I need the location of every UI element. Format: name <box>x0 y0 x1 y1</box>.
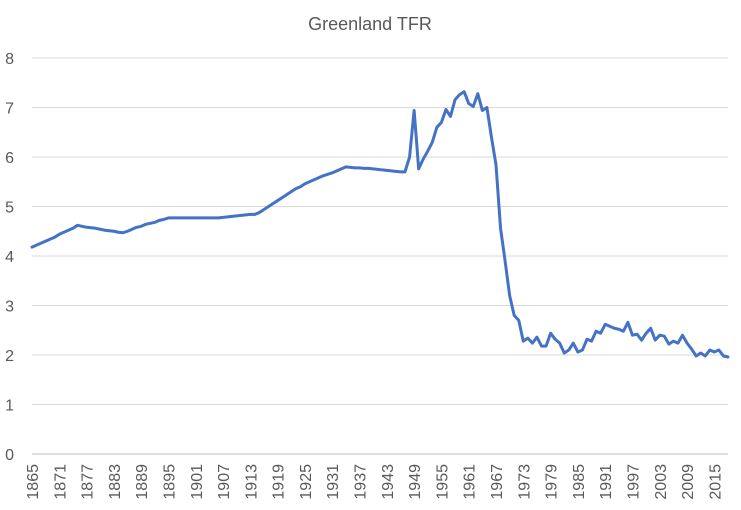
x-tick-label: 1877 <box>80 464 97 500</box>
y-tick-label: 7 <box>5 101 14 118</box>
x-tick-label: 1865 <box>25 464 42 500</box>
x-tick-label: 1889 <box>134 464 151 500</box>
y-tick-label: 2 <box>5 348 14 365</box>
x-tick-label: 1901 <box>189 464 206 500</box>
chart-title: Greenland TFR <box>308 14 432 34</box>
x-tick-label: 1907 <box>216 464 233 500</box>
series-line-greenland-tfr <box>30 90 730 359</box>
x-tick-label: 1979 <box>544 464 561 500</box>
y-tick-label: 6 <box>5 150 14 167</box>
x-tick-label: 2015 <box>707 464 724 500</box>
x-tick-label: 1913 <box>243 464 260 500</box>
y-tick-label: 3 <box>5 299 14 316</box>
x-tick-label: 2003 <box>653 464 670 500</box>
y-tick-label: 8 <box>5 51 14 68</box>
x-tick-label: 1967 <box>489 464 506 500</box>
x-tick-label: 1991 <box>598 464 615 500</box>
x-tick-label: 1973 <box>516 464 533 500</box>
gridlines <box>32 57 728 405</box>
y-tick-label: 5 <box>5 200 14 217</box>
x-tick-label: 1931 <box>325 464 342 500</box>
x-tick-label: 1961 <box>462 464 479 500</box>
x-tick-label: 1871 <box>52 464 69 500</box>
x-tick-label: 1997 <box>625 464 642 500</box>
x-tick-label: 1937 <box>353 464 370 500</box>
x-tick-label: 1883 <box>107 464 124 500</box>
x-tick-label: 1895 <box>161 464 178 500</box>
x-tick-label: 1955 <box>434 464 451 500</box>
x-tick-label: 1949 <box>407 464 424 500</box>
x-axis-ticks: 1865 1871 1877 1883 1889 1895 1901 1907 1913 1919… <box>25 464 724 500</box>
y-axis-ticks: 0 1 2 3 4 5 6 7 8 <box>5 51 14 464</box>
x-tick-label: 1925 <box>298 464 315 500</box>
x-tick-label: 2009 <box>680 464 697 500</box>
x-tick-label: 1919 <box>271 464 288 500</box>
y-tick-label: 1 <box>5 398 14 415</box>
x-tick-label: 1943 <box>380 464 397 500</box>
x-tick-label: 1985 <box>571 464 588 500</box>
y-tick-label: 4 <box>5 249 14 266</box>
y-tick-label: 0 <box>5 447 14 464</box>
